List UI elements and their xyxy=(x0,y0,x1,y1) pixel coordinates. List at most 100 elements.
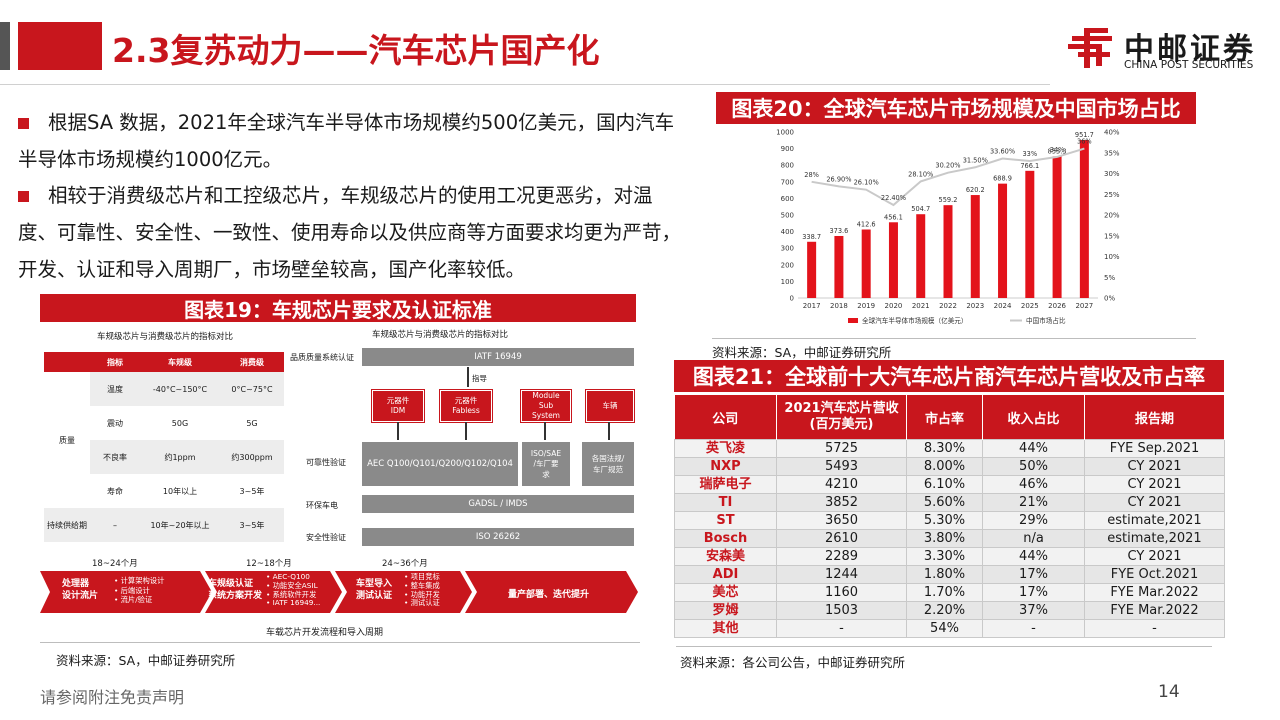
y-right-tick-label: 5% xyxy=(1104,274,1115,282)
share-value-label: 34% xyxy=(1050,146,1065,154)
header-divider xyxy=(0,84,1050,85)
guide-arrow xyxy=(467,367,469,387)
table-header-cell: 消费级 xyxy=(220,352,284,372)
fig21-title: 图表21：全球前十大汽车芯片商汽车芯片营收及市占率 xyxy=(674,360,1224,392)
table-cell: 震动 xyxy=(107,418,123,428)
diagram-label-quality-system: 品质质量系统认证 xyxy=(290,353,354,362)
diagram-caption: 车规级芯片与消费级芯片的指标对比 xyxy=(372,330,509,340)
table-row: 英飞凌 5725 8.30% 44% FYE Sep.2021 xyxy=(674,439,1225,458)
table-cell: 17% xyxy=(982,565,1085,584)
fig19-source: 资料来源：SA，中邮证券研究所 xyxy=(56,653,236,668)
table-row: 美芯 1160 1.70% 17% FYE Mar.2022 xyxy=(674,583,1225,602)
table-header-cell: 收入占比 xyxy=(982,395,1085,440)
y-left-tick-label: 800 xyxy=(781,162,794,170)
table-cell: 50% xyxy=(982,457,1085,476)
timeline-item: • 功能开发 xyxy=(404,589,440,599)
bar-value-label: 373.6 xyxy=(829,227,848,235)
connector-arrow xyxy=(544,422,546,440)
chart-bar xyxy=(1025,170,1035,298)
table-cell: 5.60% xyxy=(906,493,983,512)
table-cell: 约1ppm xyxy=(164,452,196,462)
table-row: 瑞萨电子 4210 6.10% 46% CY 2021 xyxy=(674,475,1225,494)
table-cell: CY 2021 xyxy=(1084,547,1225,566)
table-header-cell xyxy=(44,352,90,372)
table-cell: - xyxy=(776,619,907,638)
timeline-item: • 系统软件开发 xyxy=(266,589,317,599)
company-cell: 美芯 xyxy=(674,583,777,602)
market-size-chart: 0 100 200 300 400 500 600 700 800 900 1000 0% 5% 10% 1… xyxy=(776,129,1120,326)
share-value-label: 33% xyxy=(1022,150,1037,158)
x-tick-label: 2025 xyxy=(1021,302,1039,310)
company-cell: Bosch xyxy=(674,529,777,548)
table-cell: 50G xyxy=(171,418,189,428)
table-cell: 5G xyxy=(246,418,258,428)
bar-value-label: 456.1 xyxy=(884,213,903,221)
bar-value-label: 688.9 xyxy=(993,175,1012,183)
gadsl-box: GADSL / IMDS xyxy=(362,495,634,513)
legend-bar-swatch xyxy=(848,318,858,323)
connector-arrow xyxy=(397,422,399,440)
x-tick-label: 2021 xyxy=(912,302,930,310)
timeline-item: • AEC-Q100 xyxy=(266,572,310,581)
table-cell: 21% xyxy=(982,493,1085,512)
fabless-box: 元器件 Fabless xyxy=(439,389,493,423)
timeline-step-4: 量产部署、迭代提升 xyxy=(508,590,590,600)
share-value-label: 28% xyxy=(804,171,819,179)
fig21-source: 资料来源：各公司公告，中邮证券研究所 xyxy=(680,655,906,670)
table-cell: estimate,2021 xyxy=(1084,529,1225,548)
timeline-period: 12~18个月 xyxy=(246,559,292,569)
y-right-tick-label: 30% xyxy=(1104,170,1120,178)
timeline-item: • 项目竞标 xyxy=(404,572,440,581)
legend-label: 中国市场占比 xyxy=(1026,316,1066,325)
x-tick-label: 2027 xyxy=(1075,302,1093,310)
y-right-tick-label: 35% xyxy=(1104,149,1120,157)
local-regulations-box: 各国法规/ 车厂规范 xyxy=(582,442,634,486)
timeline-step-1-items: • 计算架构设计 • 后端设计 • 流片/验证 xyxy=(114,576,164,605)
chart-bar xyxy=(970,195,980,298)
table-cell: 10年~20年以上 xyxy=(150,520,210,530)
bar-value-label: 504.7 xyxy=(911,205,930,213)
chart-bar xyxy=(1079,140,1089,298)
x-tick-label: 2024 xyxy=(994,302,1012,310)
x-tick-label: 2022 xyxy=(939,302,957,310)
comparison-table: 指标 车规级 消费级 质量 温度 -40°C~150°C 0°C~75°C 震动… xyxy=(44,352,284,542)
table-cell: 29% xyxy=(982,511,1085,530)
table-cell: 3~5年 xyxy=(239,486,265,496)
disclaimer-note: 请参阅附注免责声明 xyxy=(40,688,185,707)
table-header-cell: 报告期 xyxy=(1084,395,1225,440)
y-left-tick-label: 400 xyxy=(781,228,794,236)
x-tick-label: 2026 xyxy=(1048,302,1066,310)
y-right-tick-label: 40% xyxy=(1104,129,1120,137)
timeline-period: 24~36个月 xyxy=(382,559,428,569)
table-row: 罗姆 1503 2.20% 37% FYE Mar.2022 xyxy=(674,601,1225,620)
company-cell: NXP xyxy=(674,457,777,476)
table-cell: FYE Mar.2022 xyxy=(1084,583,1225,602)
table-cell: CY 2021 xyxy=(1084,475,1225,494)
timeline-item: • 流片/验证 xyxy=(114,595,153,604)
y-right-tick-label: 20% xyxy=(1104,212,1120,220)
chart-bar xyxy=(943,205,953,298)
y-left-tick-label: 600 xyxy=(781,195,794,203)
table-cell: 4210 xyxy=(776,475,907,494)
table-header-cell: 市占率 xyxy=(906,395,983,440)
idm-box: 元器件 IDM xyxy=(371,389,425,423)
table-cell: 约300ppm xyxy=(231,452,273,462)
table-row: Bosch 2610 3.80% n/a estimate,2021 xyxy=(674,529,1225,548)
bar-value-label: 766.1 xyxy=(1020,162,1039,170)
timeline-item: • 功能安全ASIL xyxy=(266,580,318,590)
timeline-item: • 后端设计 xyxy=(114,585,150,595)
bar-value-label: 338.7 xyxy=(802,233,821,241)
timeline-item: • 整车集成 xyxy=(404,580,440,590)
timeline-period: 18~24个月 xyxy=(92,559,138,569)
vehicle-box: 车辆 xyxy=(585,389,635,423)
table-cell: 0°C~75°C xyxy=(231,384,273,394)
y-left-tick-label: 500 xyxy=(781,212,794,220)
table-cell: 3.80% xyxy=(906,529,983,548)
table-cell: 1503 xyxy=(776,601,907,620)
bullet-text: 根据SA 数据，2021年全球汽车半导体市场规模约500亿美元，国内汽车半导体市… xyxy=(18,111,675,171)
table-cell: 17% xyxy=(982,583,1085,602)
timeline-item: • 测试认证 xyxy=(404,598,440,608)
table-cell: 10年以上 xyxy=(162,486,198,496)
chart-bar xyxy=(998,183,1008,298)
bar-value-label: 951.7 xyxy=(1075,131,1094,139)
